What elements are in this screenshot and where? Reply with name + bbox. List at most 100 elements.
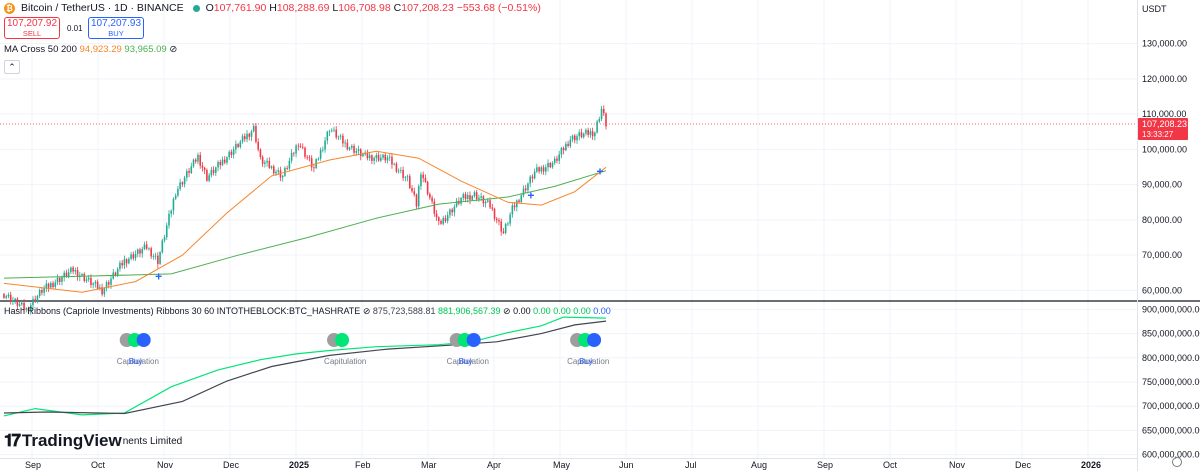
candle-body: [96, 281, 99, 289]
candle-body: [538, 167, 540, 172]
candle-body: [259, 149, 262, 157]
candle-body: [359, 149, 362, 157]
candle-body: [50, 283, 52, 288]
hash-slow-value: 875,723,588.81: [372, 306, 436, 316]
ma-cross-legend[interactable]: MA Cross 50 200 94,923.29 93,965.09 ⊘: [4, 44, 177, 55]
candle-body: [529, 176, 531, 184]
price-change: −553.68 (−0.51%): [456, 2, 541, 14]
candle-body: [181, 182, 184, 185]
candle-body: [121, 262, 123, 266]
candle-body: [94, 281, 97, 284]
x-tick-label: 2026: [1081, 460, 1101, 470]
x-tick-label: May: [553, 460, 571, 470]
hide-icon[interactable]: ⊘: [169, 44, 178, 55]
symbol-header: ₿ Bitcoin / TetherUS · 1D · BINANCE O107…: [4, 2, 541, 14]
candle-body: [384, 154, 387, 161]
candle-body: [237, 143, 239, 148]
candle-body: [598, 119, 601, 122]
candle-body: [192, 159, 195, 167]
candle-body: [230, 151, 233, 155]
candle-body: [103, 288, 106, 295]
hash-ribbons-legend[interactable]: Hash Ribbons (Capriole Investments) Ribb…: [4, 306, 611, 317]
candle-body: [52, 283, 54, 288]
candle-body: [366, 152, 369, 159]
tradingview-logo-text: TradingView: [21, 431, 122, 450]
sell-label: SELL: [22, 29, 42, 38]
y-tick-label: 90,000.00: [1142, 180, 1182, 190]
candle-body: [145, 244, 148, 249]
candle-body: [203, 167, 206, 171]
candle-body: [29, 305, 32, 311]
candle-body: [464, 194, 467, 199]
candle-body: [163, 237, 166, 241]
candle-body: [582, 133, 585, 138]
y-tick-label: 800,000,000.00: [1142, 353, 1200, 363]
candle-body: [507, 223, 509, 225]
x-tick-label: Apr: [487, 460, 501, 470]
candle-body: [154, 255, 157, 257]
candle-body: [473, 192, 476, 197]
y-tick-label: 130,000.00: [1142, 39, 1187, 49]
candle-body: [165, 225, 168, 238]
y-tick-label: 120,000.00: [1142, 74, 1187, 84]
candle-body: [522, 188, 525, 196]
candle-body: [524, 188, 527, 191]
candle-body: [183, 177, 186, 185]
ma-slow-value: 93,965.09: [124, 44, 167, 55]
candle-body: [451, 209, 453, 213]
x-tick-label: Oct: [883, 460, 898, 470]
candle-body: [21, 302, 23, 305]
cross-marker: +: [155, 269, 162, 283]
candle-body: [14, 298, 16, 301]
candle-body: [324, 140, 326, 150]
x-tick-label: Jul: [685, 460, 697, 470]
candle-body: [480, 196, 482, 198]
candle-body: [391, 156, 393, 165]
candle-body: [130, 254, 132, 259]
sell-button[interactable]: 107,207.92 SELL: [4, 17, 60, 39]
x-tick-label: Feb: [355, 460, 371, 470]
candle-body: [170, 210, 173, 214]
candle-body: [45, 283, 48, 289]
candle-body: [268, 160, 271, 168]
signal-value: 0.00: [553, 306, 571, 316]
candle-body: [266, 160, 268, 163]
symbol-title[interactable]: Bitcoin / TetherUS · 1D · BINANCE: [21, 2, 184, 14]
candle-body: [7, 294, 10, 297]
candle-body: [335, 129, 338, 138]
candle-body: [281, 175, 284, 178]
hide-icon[interactable]: ⊘: [503, 306, 511, 316]
current-price-label: 107,208.23: [1142, 119, 1187, 129]
signal-value: 0.00: [533, 306, 551, 316]
candle-body: [235, 143, 237, 150]
candle-body: [551, 162, 554, 168]
candle-body: [148, 248, 150, 250]
x-tick-label: Dec: [223, 460, 240, 470]
buy-button[interactable]: 107,207.93 BUY: [88, 17, 144, 39]
hide-icon[interactable]: ⊘: [362, 306, 371, 316]
collapse-legend-button[interactable]: ⌃: [4, 60, 20, 74]
candle-body: [107, 282, 110, 285]
candle-body: [540, 167, 543, 172]
settings-icon[interactable]: [1172, 457, 1182, 467]
axis-unit-label: USDT: [1142, 4, 1167, 14]
candle-body: [449, 209, 451, 216]
candle-body: [558, 154, 560, 161]
tradingview-logo[interactable]: 𝟏𝟕 TradingView nents Limited: [4, 431, 182, 451]
candle-body: [119, 262, 121, 269]
candle-body: [553, 158, 556, 163]
candle-body: [288, 160, 291, 169]
candle-body: [518, 200, 520, 203]
candle-body: [264, 162, 266, 164]
candle-body: [293, 152, 295, 154]
y-tick-label: 600,000,000.00: [1142, 450, 1200, 460]
buy-signal-label: Buy: [129, 357, 143, 366]
candle-body: [433, 201, 436, 214]
candle-body: [556, 158, 558, 161]
candle-body: [132, 254, 135, 259]
candle-body: [437, 217, 440, 221]
candle-body: [23, 302, 25, 310]
candle-body: [513, 205, 516, 208]
candle-body: [495, 218, 498, 221]
